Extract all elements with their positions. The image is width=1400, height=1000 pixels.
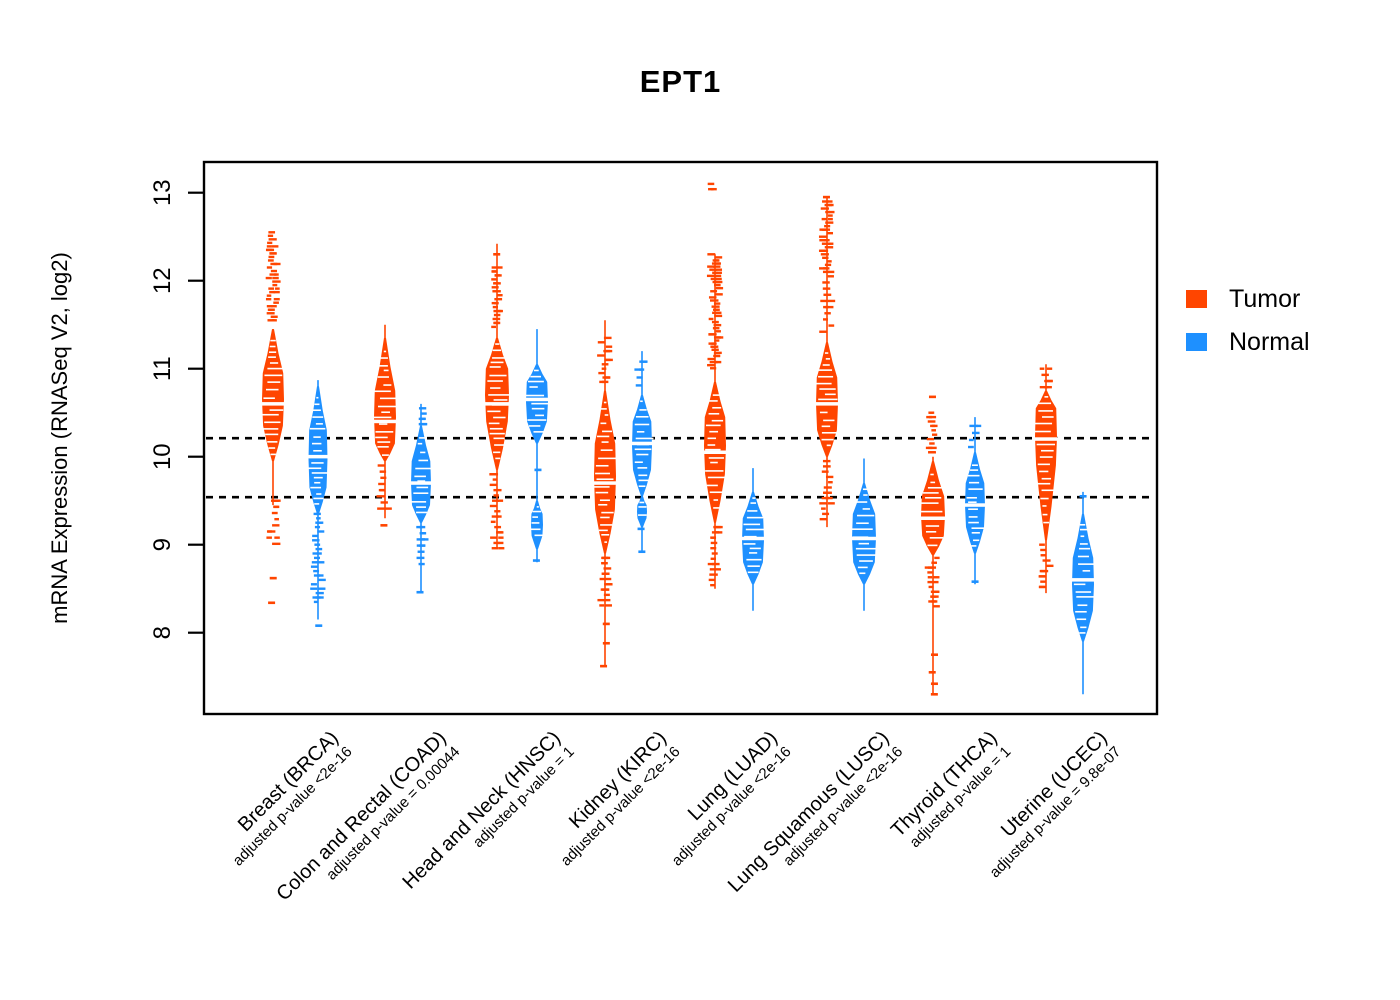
y-tick-label: 9 — [149, 538, 176, 551]
y-tick-label: 8 — [149, 626, 176, 639]
y-tick-label: 13 — [149, 179, 176, 206]
legend-label-normal: Normal — [1229, 327, 1310, 356]
violin-tumor-group-6 — [918, 395, 948, 696]
violin-normal-group-3 — [629, 351, 655, 554]
violin-normal-group-6 — [962, 417, 988, 585]
plot-frame — [202, 160, 1159, 716]
violin-tumor-group-1 — [371, 324, 399, 527]
legend-row-tumor: Tumor — [1186, 284, 1310, 313]
normal-swatch-icon — [1186, 333, 1207, 351]
violin-tumor-group-0 — [259, 231, 287, 605]
legend: Tumor Normal — [1186, 284, 1310, 372]
violin-tumor-group-5 — [813, 195, 841, 528]
legend-label-tumor: Tumor — [1229, 284, 1301, 313]
violin-normal-group-7 — [1069, 491, 1097, 695]
violin-tumor-group-2 — [482, 243, 512, 550]
legend-row-normal: Normal — [1186, 327, 1310, 356]
violin-normal-group-1 — [408, 403, 434, 594]
violin-normal-group-2 — [523, 329, 551, 563]
violin-normal-group-0 — [306, 380, 330, 627]
violin-tumor-group-4 — [701, 182, 729, 589]
tumor-swatch-icon — [1186, 290, 1207, 308]
y-tick-label: 11 — [149, 356, 176, 381]
violin-tumor-group-3 — [591, 320, 619, 668]
violin-normal-group-4 — [739, 468, 767, 611]
violin-tumor-group-7 — [1032, 364, 1060, 594]
chart-title: EPT1 — [639, 64, 722, 99]
y-tick-label: 12 — [149, 267, 176, 294]
violin-normal-group-5 — [849, 458, 879, 611]
y-tick-label: 10 — [149, 443, 176, 470]
